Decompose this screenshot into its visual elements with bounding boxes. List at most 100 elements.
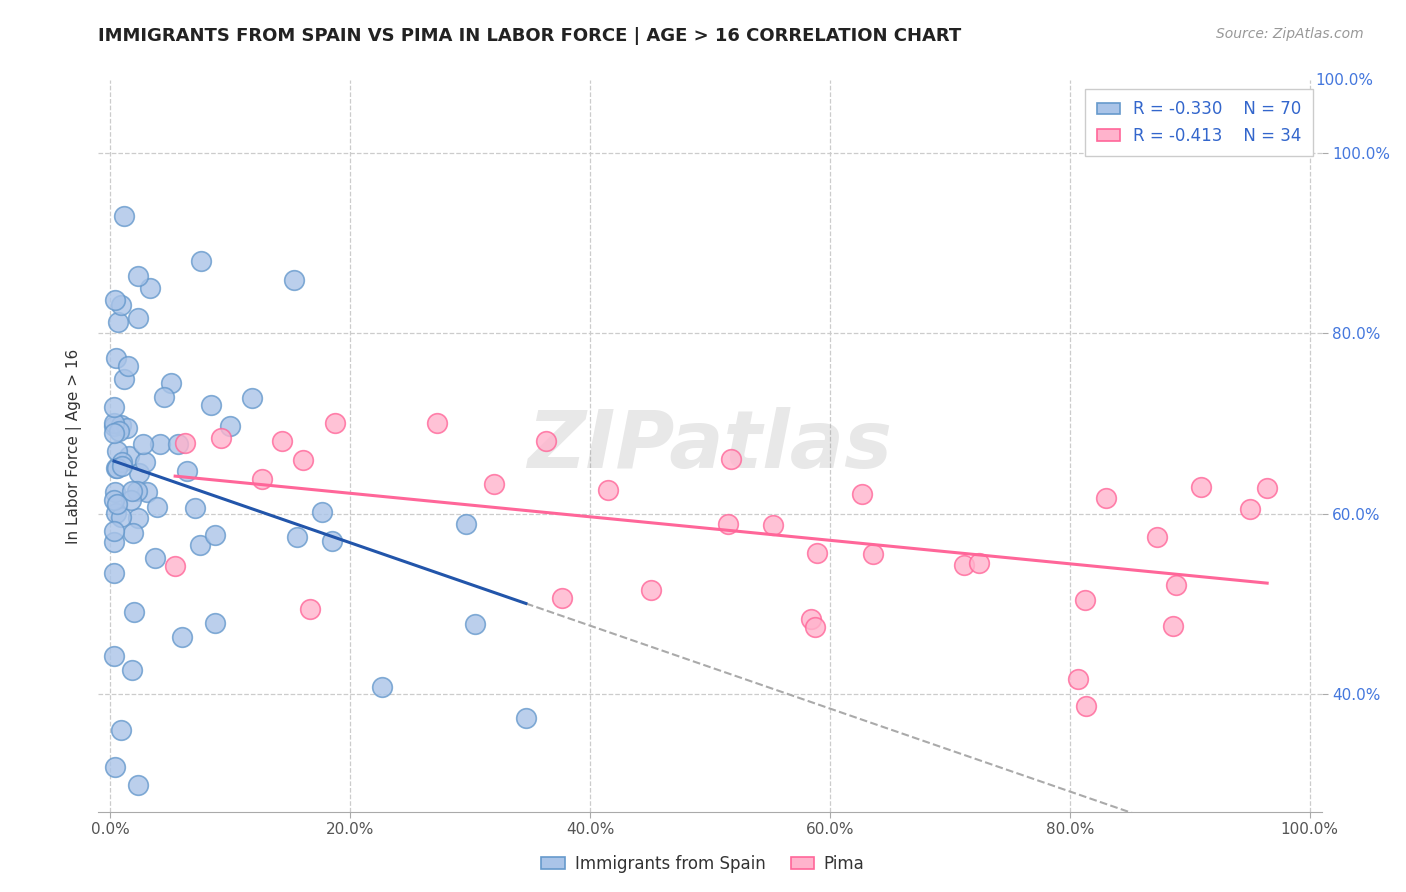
Point [219,418,242,433]
Point [204,528,226,542]
Point [117,421,139,435]
Point [121,483,143,498]
Legend: R = -0.330    N = 70, R = -0.413    N = 34: R = -0.330 N = 70, R = -0.413 N = 34 [1085,88,1313,156]
Point [107,315,129,329]
Point [717,516,740,531]
Point [371,680,394,694]
Point [127,778,149,792]
Point [204,615,226,630]
Point [105,351,128,365]
Point [456,517,478,532]
Point [110,298,132,312]
Point [122,606,145,620]
Point [172,630,194,644]
Point [103,566,125,580]
Point [250,472,273,486]
Point [105,497,128,511]
Point [536,434,558,449]
Point [108,425,131,439]
Text: ZIPatlas: ZIPatlas [527,407,893,485]
Point [292,452,315,467]
Point [515,711,537,725]
Point [145,500,167,515]
Point [596,483,619,497]
Y-axis label: In Labor Force | Age > 16: In Labor Force | Age > 16 [66,349,83,543]
Point [167,437,190,451]
Point [110,509,132,524]
Point [190,253,212,268]
Point [103,535,125,549]
Point [159,376,181,390]
Point [105,461,128,475]
Point [1095,491,1118,505]
Point [1146,530,1168,544]
Point [1239,501,1261,516]
Point [105,460,128,475]
Point [127,269,149,284]
Point [800,612,823,626]
Point [103,416,125,430]
Text: IMMIGRANTS FROM SPAIN VS PIMA IN LABOR FORCE | AGE > 16 CORRELATION CHART: IMMIGRANTS FROM SPAIN VS PIMA IN LABOR F… [98,27,962,45]
Point [1067,672,1090,686]
Point [103,418,125,433]
Point [464,617,486,632]
Point [240,391,263,405]
Point [103,524,125,539]
Point [209,431,232,445]
Point [321,534,343,549]
Point [1256,481,1278,495]
Point [120,492,142,507]
Point [174,436,197,450]
Point [311,505,333,519]
Text: Source: ZipAtlas.com: Source: ZipAtlas.com [1216,27,1364,41]
Point [153,390,176,404]
Point [127,311,149,326]
Point [104,293,127,307]
Point [111,458,134,473]
Point [804,620,827,634]
Point [762,517,785,532]
Point [110,418,132,433]
Point [132,437,155,451]
Point [121,526,143,541]
Point [1189,480,1212,494]
Point [484,477,506,491]
Point [143,551,166,566]
Point [270,434,292,449]
Point [110,723,132,738]
Point [188,538,211,552]
Point [110,455,132,469]
Point [127,511,149,525]
Point [128,466,150,480]
Point [953,558,976,572]
Point [1166,578,1188,592]
Point [105,506,128,520]
Point [105,444,128,458]
Point [298,602,321,616]
Point [134,455,156,469]
Point [149,437,172,451]
Point [1163,619,1185,633]
Legend: Immigrants from Spain, Pima: Immigrants from Spain, Pima [534,848,872,880]
Point [851,487,873,501]
Point [104,484,127,499]
Point [136,484,159,499]
Point [103,400,125,414]
Point [426,417,449,431]
Point [139,281,162,295]
Point [283,273,305,287]
Text: 100.0%: 100.0% [1316,73,1374,87]
Point [1074,593,1097,607]
Point [806,546,828,560]
Point [285,530,308,544]
Point [103,426,125,441]
Point [862,547,884,561]
Point [183,501,205,516]
Point [127,484,149,499]
Point [720,452,742,467]
Point [200,398,222,412]
Point [967,556,990,570]
Point [118,450,141,464]
Point [103,492,125,507]
Point [1074,699,1097,714]
